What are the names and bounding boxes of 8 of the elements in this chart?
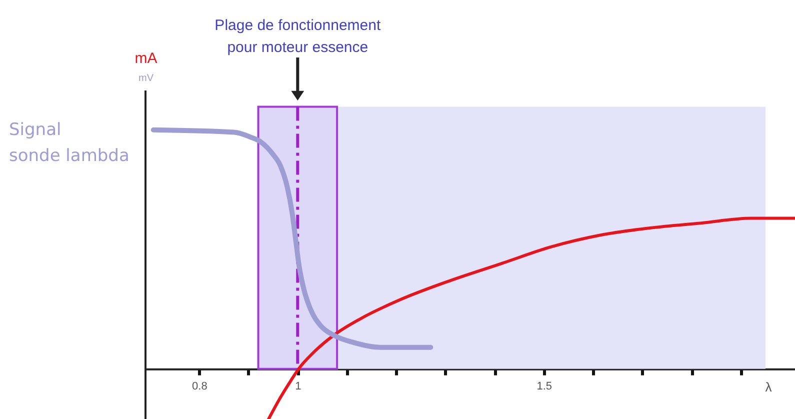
- text: mV: [138, 73, 154, 84]
- x-axis-title: λ: [765, 379, 772, 394]
- x-tick-label: 1.5: [536, 380, 552, 392]
- series-label: Signal sonde lambda: [9, 120, 130, 166]
- x-tick-label: 0.8: [192, 380, 208, 392]
- text: mA: [134, 50, 158, 67]
- text: Plage de fonctionnement pour moteur essence: [214, 17, 382, 56]
- x-tick-label: 1: [295, 380, 302, 392]
